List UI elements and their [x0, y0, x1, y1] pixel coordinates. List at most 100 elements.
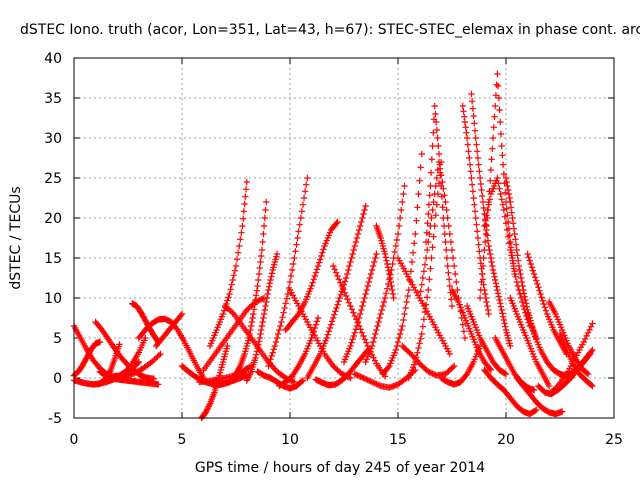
data-point-marker: [512, 273, 519, 280]
y-tick-label: 10: [44, 291, 62, 307]
data-series-arc: [200, 294, 268, 374]
data-point-marker: [540, 300, 547, 308]
y-tick-label: 40: [44, 51, 62, 67]
data-point-marker: [373, 250, 380, 258]
data-point-marker: [412, 230, 419, 238]
data-point-marker: [206, 401, 213, 409]
data-point-marker: [349, 336, 356, 343]
data-series-arc: [304, 202, 369, 382]
data-point-marker: [224, 297, 231, 304]
data-point-marker: [225, 294, 232, 301]
data-point-marker: [496, 185, 503, 192]
data-point-marker: [450, 362, 458, 370]
data-point-marker: [366, 274, 374, 282]
data-point-marker: [462, 372, 470, 379]
data-point-marker: [558, 408, 566, 415]
data-point-marker: [528, 324, 536, 331]
data-point-marker: [468, 181, 476, 188]
data-point-marker: [463, 134, 471, 142]
plot-frame: [73, 57, 615, 419]
data-point-marker: [497, 190, 504, 198]
data-point-marker: [515, 257, 522, 264]
data-point-marker: [423, 294, 431, 301]
data-point-marker: [299, 377, 307, 384]
data-point-marker: [582, 335, 589, 343]
data-point-marker: [478, 186, 485, 194]
data-point-marker: [362, 290, 369, 298]
data-point-marker: [474, 148, 481, 155]
data-point-marker: [373, 380, 380, 388]
data-point-marker: [430, 198, 437, 206]
data-point-marker: [388, 266, 395, 274]
data-point-marker: [240, 208, 248, 215]
data-point-marker: [431, 102, 438, 110]
data-point-marker: [242, 186, 250, 193]
data-point-marker: [294, 312, 301, 319]
data-point-marker: [341, 278, 349, 285]
axis-ticks: 0 5 10 15 20 25 -5 0 5 10 15 20 25 30 35 40: [44, 51, 623, 448]
x-axis-label: GPS time / hours of day 245 of year 2014: [195, 460, 485, 476]
data-point-marker: [250, 306, 258, 313]
data-point-marker: [311, 272, 319, 280]
data-series-arc: [70, 338, 104, 379]
data-series-arc: [556, 330, 596, 390]
data-point-marker: [471, 208, 479, 215]
data-point-marker: [482, 230, 490, 238]
data-point-marker: [387, 278, 394, 286]
data-point-marker: [347, 342, 354, 350]
data-point-marker: [290, 260, 297, 268]
data-point-marker: [354, 230, 362, 238]
data-point-marker: [489, 262, 496, 270]
data-point-marker: [357, 222, 364, 230]
data-point-marker: [541, 304, 549, 311]
data-point-marker: [533, 277, 540, 284]
data-point-marker: [464, 141, 472, 148]
data-point-marker: [538, 294, 545, 301]
data-point-marker: [484, 306, 492, 314]
data-point-marker: [234, 249, 242, 256]
data-series-arc: [405, 158, 445, 382]
data-point-marker: [473, 141, 480, 148]
data-point-marker: [507, 246, 514, 254]
data-point-marker: [361, 206, 368, 214]
data-point-marker: [487, 366, 495, 374]
data-point-marker: [245, 372, 253, 380]
data-point-marker: [461, 118, 469, 126]
data-point-marker: [227, 286, 234, 293]
data-series-arc: [312, 346, 371, 389]
data-point-marker: [510, 262, 517, 270]
data-point-marker: [327, 321, 335, 328]
data-point-marker: [432, 212, 439, 219]
data-point-marker: [449, 364, 456, 371]
data-point-marker: [418, 281, 425, 288]
data-point-marker: [362, 202, 369, 210]
x-tick-label: 5: [178, 432, 187, 448]
data-point-marker: [389, 260, 396, 268]
data-point-marker: [340, 286, 347, 293]
data-series-arc: [243, 250, 281, 384]
data-point-marker: [511, 230, 518, 238]
data-series-arc: [563, 346, 596, 382]
data-point-marker: [473, 221, 480, 228]
data-point-marker: [363, 376, 370, 383]
data-point-marker: [553, 384, 560, 391]
data-series-arc: [276, 314, 322, 390]
data-point-marker: [260, 222, 268, 230]
data-point-marker: [404, 292, 411, 300]
data-point-marker: [517, 274, 525, 282]
data-point-marker: [263, 294, 271, 302]
data-point-marker: [477, 286, 484, 294]
data-point-marker: [423, 229, 430, 236]
data-point-marker: [157, 350, 164, 358]
data-point-marker: [492, 280, 500, 287]
data-point-marker: [479, 270, 486, 278]
data-point-marker: [399, 198, 406, 206]
data-point-marker: [258, 322, 266, 330]
x-tick-label: 25: [605, 432, 623, 448]
data-point-marker: [250, 310, 257, 318]
data-point-marker: [359, 302, 366, 310]
x-tick-label: 10: [281, 432, 299, 448]
data-point-marker: [516, 290, 524, 298]
data-point-marker: [376, 382, 383, 389]
data-point-marker: [452, 270, 459, 278]
